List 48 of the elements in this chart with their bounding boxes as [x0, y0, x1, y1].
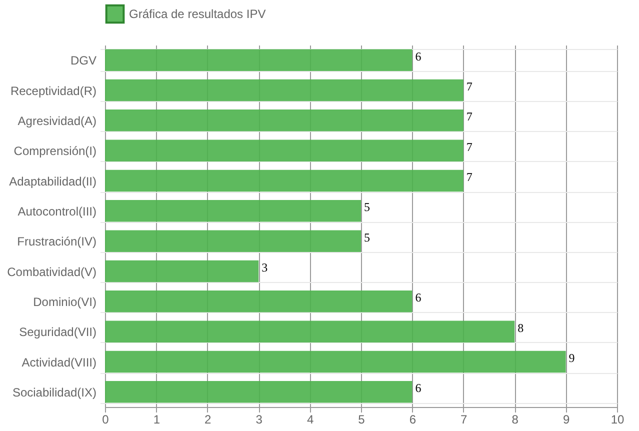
data-label: 6	[415, 381, 422, 396]
y-tick-label: Adaptabilidad(II)	[9, 174, 96, 188]
data-label: 6	[415, 290, 422, 305]
x-tick-label: 3	[256, 412, 263, 426]
y-tick-label: Autocontrol(III)	[18, 204, 96, 218]
x-tick-label: 6	[409, 412, 416, 426]
data-label: 7	[466, 140, 472, 154]
y-tick-label: Combatividad(V)	[7, 264, 96, 279]
bar	[105, 230, 361, 252]
bar	[105, 79, 464, 102]
y-tick-label: Actividad(VIII)	[22, 355, 96, 370]
y-tick-label: Frustración(IV)	[17, 234, 96, 249]
bar	[105, 110, 464, 132]
bar	[105, 260, 259, 282]
x-tick-label: 2	[204, 412, 212, 426]
y-tick-label: Comprensión(I)	[14, 144, 96, 158]
data-label: 7	[466, 170, 472, 184]
data-label: 5	[364, 200, 370, 214]
x-tick-label: 0	[102, 412, 110, 426]
bar	[105, 350, 566, 373]
y-tick-label: Receptividad(R)	[10, 84, 96, 98]
x-tick-label: 5	[358, 412, 366, 426]
x-tick-label: 7	[460, 412, 468, 426]
data-label: 7	[466, 110, 472, 124]
bar	[105, 320, 515, 342]
y-tick-label: DGV	[70, 54, 96, 68]
bar	[105, 381, 412, 403]
data-label: 7	[466, 80, 472, 94]
bar	[105, 290, 412, 312]
legend-label: Gráfica de resultados IPV	[129, 7, 266, 21]
y-tick-label: Sociabilidad(IX)	[12, 385, 96, 400]
bar	[105, 49, 412, 71]
x-tick-label: 8	[512, 412, 519, 426]
y-tick-label: Dominio(VI)	[33, 294, 96, 309]
bar	[105, 200, 361, 222]
data-label: 9	[568, 351, 575, 366]
data-label: 5	[364, 230, 370, 244]
data-label: 8	[518, 320, 524, 335]
bar	[105, 140, 464, 162]
x-tick-label: 10	[610, 412, 624, 426]
x-tick-label: 1	[153, 412, 160, 426]
data-label: 3	[262, 260, 268, 275]
data-label: 6	[415, 49, 422, 64]
x-tick-label: 9	[562, 412, 570, 426]
y-tick-label: Agresividad(A)	[18, 114, 96, 128]
x-tick-label: 4	[306, 412, 314, 426]
bar	[105, 170, 464, 192]
y-tick-label: Seguridad(VII)	[19, 325, 96, 340]
